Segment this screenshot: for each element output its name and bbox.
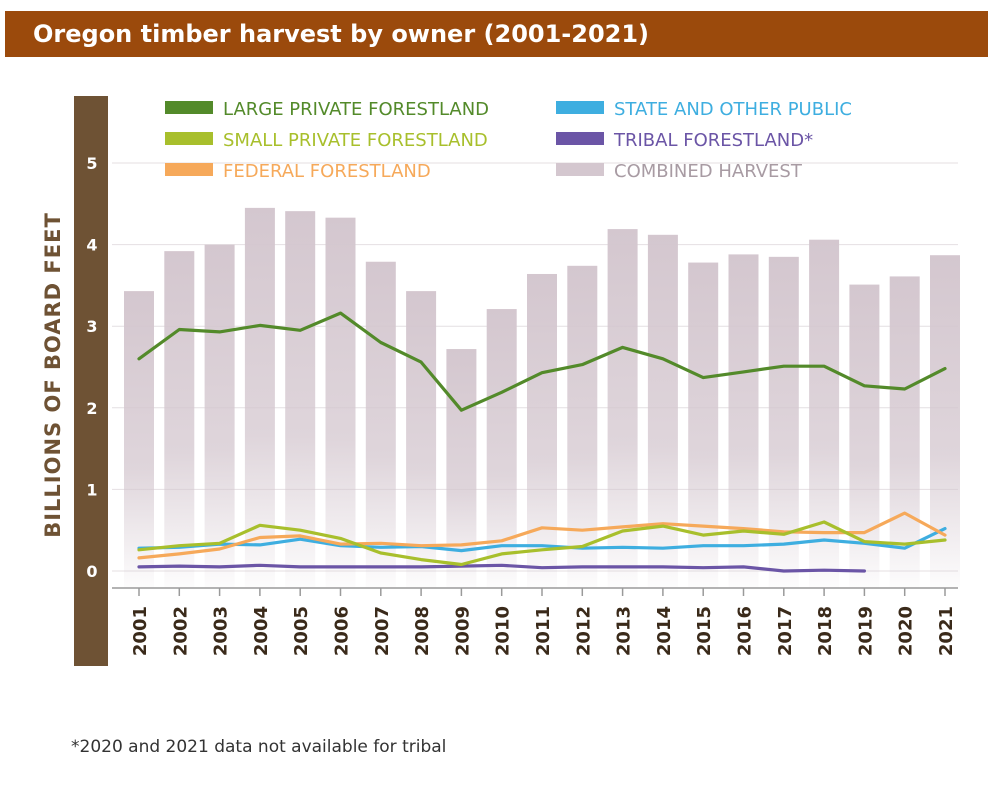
combined-harvest-bar-2016 <box>728 254 759 588</box>
x-tick-label-2017: 2017 <box>775 606 796 656</box>
combined-harvest-bar-2021 <box>930 255 960 588</box>
x-tick-label-2021: 2021 <box>936 606 957 656</box>
title-bar: Oregon timber harvest by owner (2001-202… <box>5 11 988 57</box>
chart-title: Oregon timber harvest by owner (2001-202… <box>33 20 650 48</box>
combined-harvest-bar-2006 <box>325 217 356 588</box>
y-tick-label-0: 0 <box>86 562 97 581</box>
x-tick-label-2003: 2003 <box>211 606 232 656</box>
x-tick-label-2009: 2009 <box>452 606 473 656</box>
x-tick-label-2019: 2019 <box>855 606 876 656</box>
x-tick-label-2016: 2016 <box>735 606 756 656</box>
combined-harvest-bar-2018 <box>809 239 840 588</box>
legend-swatch-state-and-other-public <box>556 101 604 114</box>
y-tick-label-1: 1 <box>86 480 97 499</box>
legend-label-tribal-forestland: TRIBAL FORESTLAND* <box>613 130 813 151</box>
combined-harvest-bar-2005 <box>285 211 316 588</box>
tribal-forestland-line <box>137 563 866 573</box>
combined-harvest-bar-2011 <box>527 273 557 588</box>
x-tick-label-2014: 2014 <box>654 606 675 656</box>
combined-harvest-bar-2014 <box>647 234 678 588</box>
combined-harvest-bar-2008 <box>406 291 437 588</box>
x-tick-label-2004: 2004 <box>251 606 272 656</box>
x-tick-label-2006: 2006 <box>332 606 353 656</box>
combined-harvest-bar-2020 <box>889 276 920 588</box>
x-tick-label-2018: 2018 <box>815 606 836 656</box>
y-axis-band <box>74 96 108 666</box>
combined-harvest-bar-2015 <box>688 262 719 588</box>
legend-label-combined-harvest: COMBINED HARVEST <box>614 161 803 182</box>
legend-label-state-and-other-public: STATE AND OTHER PUBLIC <box>614 99 852 120</box>
x-tick-label-2001: 2001 <box>130 606 151 656</box>
combined-harvest-bar-2007 <box>365 261 396 588</box>
combined-harvest-bar-2012 <box>567 265 598 588</box>
legend-swatch-tribal-forestland <box>556 132 604 145</box>
x-tick-label-2011: 2011 <box>533 606 554 656</box>
combined-harvest-bar-2001 <box>124 291 154 588</box>
large-private-forestland-line <box>137 311 947 412</box>
legend-label-large-private-forestland: LARGE PRIVATE FORESTLAND <box>223 99 489 120</box>
x-tick-label-2010: 2010 <box>493 606 514 656</box>
x-tick-label-2012: 2012 <box>573 606 594 656</box>
y-tick-label-4: 4 <box>86 236 97 255</box>
y-axis-label: BILLIONS OF BOARD FEET <box>41 212 65 538</box>
legend-label-small-private-forestland: SMALL PRIVATE FORESTLAND <box>223 130 488 151</box>
x-tick-label-2007: 2007 <box>372 606 393 656</box>
small-private-forestland-line <box>137 520 947 567</box>
y-tick-label-5: 5 <box>86 154 97 173</box>
x-tick-label-2005: 2005 <box>291 606 312 656</box>
footnote: *2020 and 2021 data not available for tr… <box>71 737 447 757</box>
combined-harvest-bar-2009 <box>446 349 477 588</box>
combined-harvest-bar-2003 <box>204 244 235 588</box>
combined-harvest-bar-2002 <box>164 251 195 588</box>
state-and-other-public-line <box>137 527 947 553</box>
y-tick-label-2: 2 <box>86 399 97 418</box>
legend-swatch-large-private-forestland <box>165 101 213 114</box>
legend-swatch-combined-harvest <box>556 163 604 176</box>
x-tick-label-2013: 2013 <box>614 606 635 656</box>
federal-forestland-line <box>137 511 947 560</box>
x-tick-label-2008: 2008 <box>412 606 433 656</box>
combined-harvest-bar-2017 <box>768 256 799 588</box>
x-tick-label-2020: 2020 <box>896 606 917 656</box>
legend-label-federal-forestland: FEDERAL FORESTLAND <box>223 161 431 182</box>
x-tick-label-2015: 2015 <box>694 606 715 656</box>
y-tick-label-3: 3 <box>86 317 97 336</box>
legend-swatch-federal-forestland <box>165 163 213 176</box>
x-tick-label-2002: 2002 <box>170 606 191 656</box>
legend-swatch-small-private-forestland <box>165 132 213 145</box>
